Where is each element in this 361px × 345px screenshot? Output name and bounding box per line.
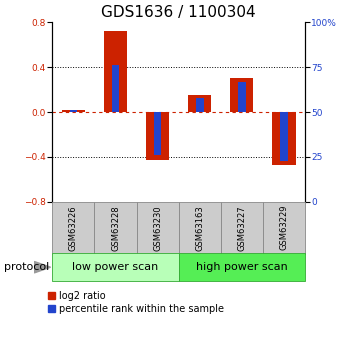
Text: high power scan: high power scan — [196, 262, 288, 272]
Bar — [221, 202, 263, 254]
Legend: log2 ratio, percentile rank within the sample: log2 ratio, percentile rank within the s… — [44, 287, 228, 318]
Bar — [179, 253, 305, 281]
Bar — [62, 110, 85, 112]
Text: protocol: protocol — [4, 262, 49, 272]
Bar — [95, 202, 136, 254]
Bar — [146, 112, 169, 160]
Bar — [188, 95, 211, 112]
Bar — [154, 112, 161, 155]
Bar — [112, 66, 119, 112]
Text: GSM63227: GSM63227 — [238, 205, 246, 250]
Text: GSM63163: GSM63163 — [195, 205, 204, 250]
Bar — [196, 98, 204, 112]
Text: low power scan: low power scan — [73, 262, 158, 272]
Bar — [70, 110, 77, 112]
Bar — [263, 202, 305, 254]
Bar — [230, 78, 253, 112]
Polygon shape — [34, 262, 51, 273]
Bar — [179, 202, 221, 254]
Bar — [273, 112, 296, 165]
Text: GSM63230: GSM63230 — [153, 205, 162, 250]
Bar — [52, 253, 179, 281]
Bar — [104, 31, 127, 112]
Title: GDS1636 / 1100304: GDS1636 / 1100304 — [101, 5, 256, 20]
Bar — [52, 202, 95, 254]
Bar — [280, 112, 288, 160]
Text: GSM63229: GSM63229 — [279, 205, 288, 250]
Bar — [238, 82, 245, 112]
Text: GSM63226: GSM63226 — [69, 205, 78, 250]
Bar — [136, 202, 179, 254]
Text: GSM63228: GSM63228 — [111, 205, 120, 250]
